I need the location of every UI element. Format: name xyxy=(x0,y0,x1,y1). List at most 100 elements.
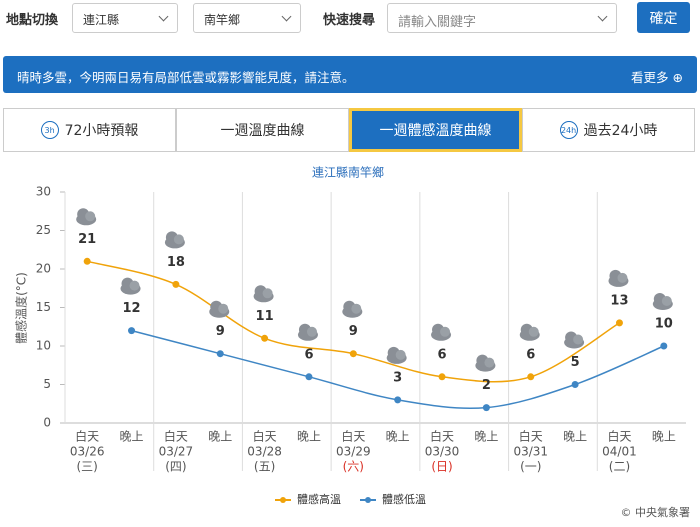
x-tick-label: 晚上 xyxy=(652,430,676,444)
data-label: 13 xyxy=(610,293,628,308)
cloud xyxy=(484,357,495,368)
data-point xyxy=(349,350,357,358)
data-label: 18 xyxy=(167,255,185,270)
cloud xyxy=(218,303,229,314)
data-point xyxy=(394,396,402,404)
date-label: 04/01 xyxy=(602,445,637,459)
weather-icon xyxy=(164,231,185,249)
x-tick-label: 晚上 xyxy=(386,430,410,444)
data-label: 2 xyxy=(482,378,491,393)
data-label: 12 xyxy=(122,301,140,316)
cloud xyxy=(173,234,184,245)
more-link[interactable]: 看更多 ⊕ xyxy=(631,70,683,85)
copyright: © 中央氣象署 xyxy=(621,505,691,519)
data-point xyxy=(305,373,313,381)
tab[interactable]: 3h 72小時預報 xyxy=(3,108,176,152)
cloud xyxy=(661,296,672,306)
cloud xyxy=(129,280,140,291)
data-point xyxy=(571,381,579,388)
tab-label: 過去24小時 xyxy=(583,123,658,139)
alert-text: 晴時多雲，今明兩日易有局部低雲或霧影響能見度，請注意。 xyxy=(17,70,355,85)
weather-icon xyxy=(76,208,97,226)
legend-label: 體感高溫 xyxy=(297,492,341,506)
tab-label: 一週溫度曲線 xyxy=(220,123,305,139)
weather-icon xyxy=(431,323,452,341)
data-label: 9 xyxy=(216,324,225,339)
placeholder: 請輸入關鍵字 xyxy=(398,15,477,30)
x-tick-label: 白天 xyxy=(253,429,277,444)
township-select[interactable]: 南竿鄉 xyxy=(193,3,301,33)
cloud xyxy=(440,326,451,337)
data-point xyxy=(615,319,623,327)
cloud xyxy=(351,303,362,314)
tab-icon: 24h xyxy=(559,121,578,139)
weather-icon xyxy=(209,300,230,318)
data-point xyxy=(216,350,224,358)
date-label: 03/28 xyxy=(247,445,282,459)
data-point xyxy=(527,373,535,381)
x-tick-label: 白天 xyxy=(607,429,631,444)
location-label: 地點切換 xyxy=(6,13,59,28)
data-point xyxy=(172,280,180,288)
y-axis-label: 體感溫度(°C) xyxy=(14,272,29,344)
data-point xyxy=(83,257,91,265)
x-tick-label: 白天 xyxy=(341,429,365,444)
x-tick-label: 白天 xyxy=(164,429,188,444)
tab[interactable]: 24h 過去24小時 xyxy=(522,108,695,152)
y-tick-label: 30 xyxy=(36,185,51,199)
data-point xyxy=(660,342,668,350)
weekday-label: (三) xyxy=(76,460,97,474)
data-label: 9 xyxy=(349,324,358,339)
chart-title: 連江縣南竿鄉 xyxy=(312,165,384,180)
weather-icon xyxy=(475,354,496,372)
x-tick-label: 晚上 xyxy=(474,430,498,444)
series-line xyxy=(86,260,620,383)
date-label: 03/31 xyxy=(513,445,548,459)
cloud xyxy=(262,288,273,299)
confirm-button[interactable]: 確定 xyxy=(637,2,690,33)
legend-marker xyxy=(280,497,286,503)
y-tick-label: 25 xyxy=(36,223,51,237)
weekday-label: (五) xyxy=(254,460,275,474)
weekday-label: (二) xyxy=(609,460,630,474)
search-label: 快速搜尋 xyxy=(323,13,376,28)
date-label: 03/26 xyxy=(70,445,105,459)
x-tick-label: 白天 xyxy=(430,429,454,444)
x-tick-label: 白天 xyxy=(75,429,99,444)
cloud xyxy=(306,326,317,337)
weather-icon xyxy=(120,277,141,295)
date-label: 03/27 xyxy=(159,445,194,459)
weekday-label: (一) xyxy=(520,460,541,474)
weather-icon xyxy=(564,331,585,349)
legend-label: 體感低溫 xyxy=(382,492,426,506)
weekday-label: (六) xyxy=(343,460,364,474)
y-tick-label: 5 xyxy=(43,377,51,391)
data-label: 5 xyxy=(571,355,580,370)
x-tick-label: 晚上 xyxy=(208,430,232,444)
search-input[interactable]: 請輸入關鍵字 xyxy=(387,3,617,33)
tab[interactable]: 一週體感溫度曲線 xyxy=(349,108,522,152)
date-label: 03/29 xyxy=(336,445,371,459)
data-point xyxy=(261,334,269,342)
cloud xyxy=(528,326,539,337)
y-tick-label: 10 xyxy=(36,339,51,353)
x-tick-label: 白天 xyxy=(519,429,543,444)
cloud xyxy=(617,272,628,283)
data-point xyxy=(482,404,490,412)
data-label: 21 xyxy=(78,232,96,247)
county-select[interactable]: 連江縣 xyxy=(72,3,178,33)
tab[interactable]: 一週溫度曲線 xyxy=(176,108,349,152)
cloud xyxy=(573,334,584,345)
data-label: 10 xyxy=(655,317,673,332)
date-label: 03/30 xyxy=(425,445,460,459)
data-point xyxy=(438,373,446,381)
weather-icon xyxy=(253,285,274,303)
x-tick-label: 晚上 xyxy=(120,430,144,444)
alert-bar: 晴時多雲，今明兩日易有局部低雲或霧影響能見度，請注意。 看更多 ⊕ xyxy=(3,56,697,93)
data-label: 11 xyxy=(256,309,274,324)
weather-icon xyxy=(519,323,540,341)
weather-icon xyxy=(297,323,318,341)
weather-icon xyxy=(652,293,673,310)
